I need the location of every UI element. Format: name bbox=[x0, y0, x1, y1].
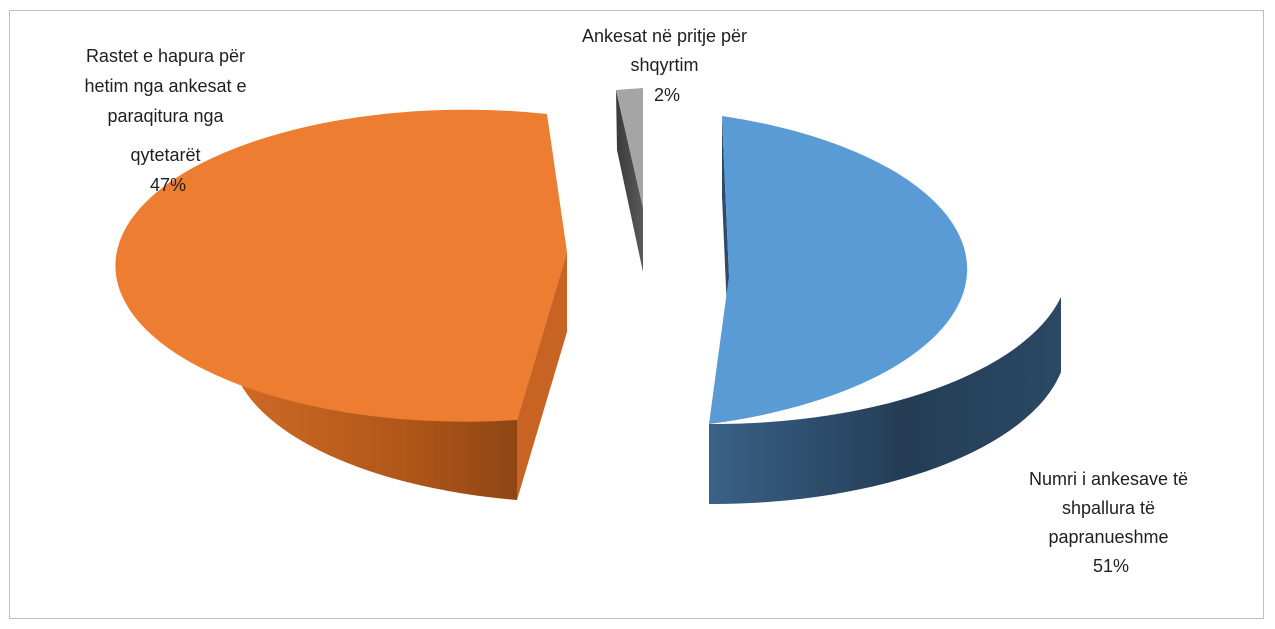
slice-label-0-line-0: Numri i ankesave të bbox=[1029, 469, 1188, 489]
slice-label-1-line-2: paraqitura nga bbox=[107, 106, 224, 126]
pie-slice-0-side bbox=[709, 297, 1061, 505]
pie-slice-1-top bbox=[115, 109, 568, 422]
slice-label-1-line-0: Rastet e hapura për bbox=[86, 46, 245, 66]
slice-label-2-line-0: Ankesat në pritje për bbox=[582, 26, 747, 46]
pie-slice-1-side bbox=[231, 276, 517, 500]
pie-slice-2-side bbox=[616, 90, 643, 272]
slice-label-0-line-1: shpallura të bbox=[1062, 498, 1155, 518]
slice-label-2-value: 2% bbox=[654, 85, 680, 105]
slice-label-0-line-2: papranueshme bbox=[1048, 527, 1168, 547]
pie-slice-2-top bbox=[616, 88, 643, 208]
pie-slice-1-inner-wall bbox=[517, 252, 567, 500]
pie-slice-2 bbox=[616, 88, 643, 272]
pie-slice-1 bbox=[115, 109, 568, 500]
slice-label-0-value: 51% bbox=[1093, 556, 1129, 576]
pie-slice-0-top bbox=[709, 116, 968, 424]
slice-label-2: Ankesat në pritje për shqyrtim 2% bbox=[582, 26, 752, 105]
slice-label-1-line-1: hetim nga ankesat e bbox=[84, 76, 246, 96]
slice-label-1: Rastet e hapura për hetim nga ankesat e … bbox=[84, 46, 251, 195]
slice-label-1-value: 47% bbox=[150, 175, 186, 195]
slice-label-2-line-1: shqyrtim bbox=[630, 55, 698, 75]
slice-label-1-line-3: qytetarët bbox=[130, 145, 200, 165]
slice-label-0: Numri i ankesave të shpallura të papranu… bbox=[1029, 469, 1193, 576]
pie-slice-0 bbox=[709, 116, 1061, 505]
